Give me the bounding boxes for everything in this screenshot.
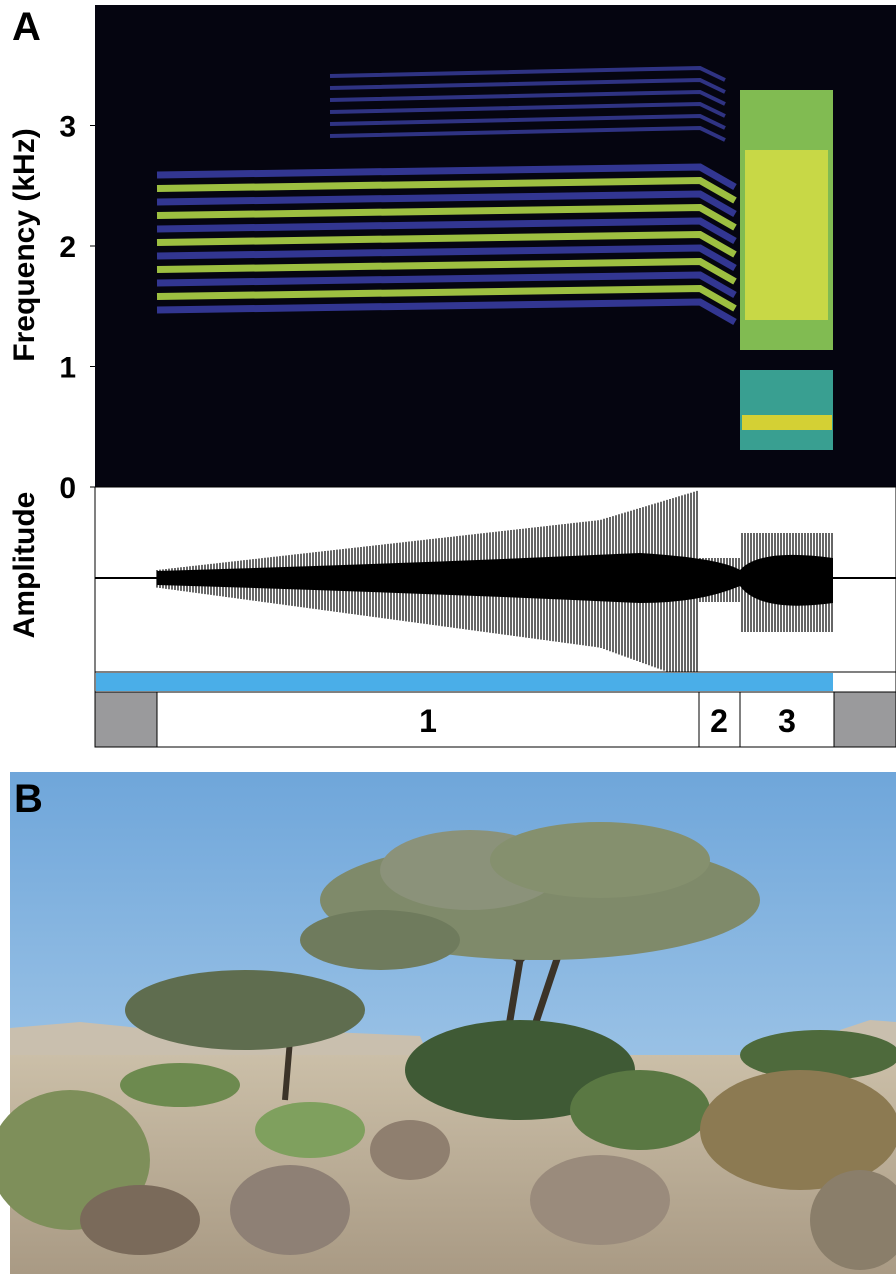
harmonic [329,89,726,106]
segment-bar-fill [96,673,833,691]
waveform-content [95,490,896,683]
y-tick-label: 3 [59,111,76,144]
harmonic [329,101,726,118]
noise-band [745,150,828,320]
harmonic [156,284,737,312]
segment-label: 2 [710,703,728,739]
segment-label: 3 [778,703,796,739]
harmonic [156,190,737,218]
waveform-body [157,553,833,606]
harmonic [329,125,726,142]
y-axis-label: Amplitude [8,492,41,639]
harmonic [329,77,726,94]
harmonic [329,113,726,130]
noise-band [742,415,832,430]
harmonic [156,217,737,245]
harmonic [156,271,737,299]
segment [739,691,835,748]
harmonic [156,298,737,326]
harmonic [156,244,737,272]
y-tick-label: 0 [59,472,76,505]
harmonic [156,203,737,231]
segment-label: 1 [419,703,437,739]
segment-blank [94,691,158,748]
y-tick-label: 2 [59,231,76,264]
panel-label: B [14,777,43,821]
harmonic [329,65,726,82]
harmonic [156,176,737,204]
harmonic [156,257,737,285]
spectrogram-content [156,65,833,450]
y-axis-label: Frequency (kHz) [8,128,41,361]
photo [0,772,896,1274]
noise-band [740,370,833,450]
harmonic [156,163,737,191]
harmonic [156,230,737,258]
segment [156,691,700,748]
y-tick-label: 1 [59,352,76,385]
segment-blank [833,691,896,748]
panel-label: A [12,5,41,49]
